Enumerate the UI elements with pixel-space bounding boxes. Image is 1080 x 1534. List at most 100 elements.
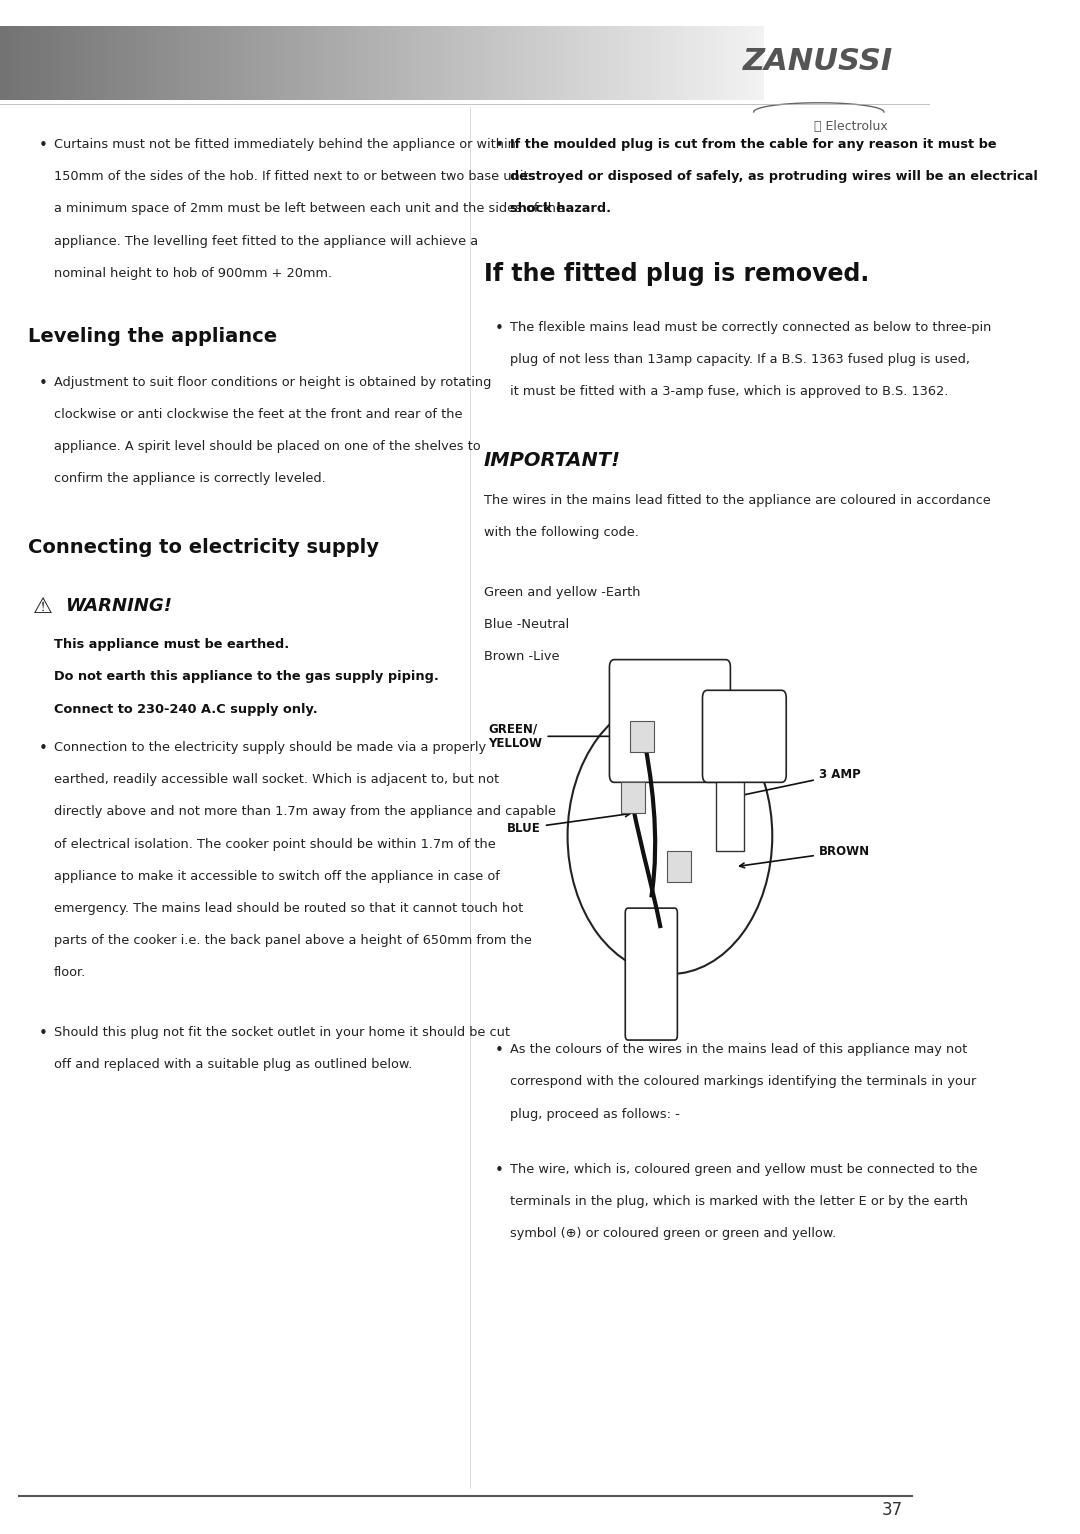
Bar xyxy=(359,26,363,100)
Text: earthed, readily accessible wall socket. Which is adjacent to, but not: earthed, readily accessible wall socket.… xyxy=(54,773,499,785)
Bar xyxy=(431,26,436,100)
Bar xyxy=(542,26,546,100)
Bar xyxy=(214,26,218,100)
Bar xyxy=(229,26,233,100)
Bar xyxy=(481,26,485,100)
Bar xyxy=(72,26,78,100)
Bar xyxy=(622,26,626,100)
Text: ZANUSSI: ZANUSSI xyxy=(743,46,893,75)
Text: •: • xyxy=(39,376,48,391)
Bar xyxy=(714,26,718,100)
Bar xyxy=(271,26,275,100)
Bar xyxy=(225,26,230,100)
Bar xyxy=(752,26,756,100)
Bar xyxy=(232,26,238,100)
Bar xyxy=(538,26,542,100)
Text: If the moulded plug is cut from the cable for any reason it must be: If the moulded plug is cut from the cabl… xyxy=(510,138,997,150)
Bar xyxy=(110,26,116,100)
Text: If the fitted plug is removed.: If the fitted plug is removed. xyxy=(484,262,869,287)
Text: off and replaced with a suitable plug as outlined below.: off and replaced with a suitable plug as… xyxy=(54,1058,413,1071)
Text: Curtains must not be fitted immediately behind the appliance or within: Curtains must not be fitted immediately … xyxy=(54,138,516,150)
Text: This appliance must be earthed.: This appliance must be earthed. xyxy=(54,638,289,650)
Text: shock hazard.: shock hazard. xyxy=(510,202,611,215)
Bar xyxy=(264,26,268,100)
Bar xyxy=(274,26,280,100)
Bar xyxy=(428,26,432,100)
Bar xyxy=(336,26,340,100)
Bar xyxy=(465,26,470,100)
Bar xyxy=(755,26,760,100)
Bar xyxy=(389,26,394,100)
Text: plug, proceed as follows: -: plug, proceed as follows: - xyxy=(510,1108,679,1120)
Bar xyxy=(130,26,134,100)
Bar xyxy=(324,26,329,100)
Bar xyxy=(640,26,646,100)
Bar xyxy=(347,26,352,100)
Bar xyxy=(664,26,669,100)
Text: •: • xyxy=(495,1043,504,1058)
Bar xyxy=(370,26,375,100)
Bar xyxy=(672,26,676,100)
Bar xyxy=(256,26,260,100)
Bar xyxy=(461,26,467,100)
Text: appliance. The levelling feet fitted to the appliance will achieve a: appliance. The levelling feet fitted to … xyxy=(54,235,478,247)
Bar xyxy=(561,26,566,100)
Text: 37: 37 xyxy=(881,1500,903,1519)
Text: plug of not less than 13amp capacity. If a B.S. 1363 fused plug is used,: plug of not less than 13amp capacity. If… xyxy=(510,353,970,365)
Bar xyxy=(179,26,184,100)
Bar xyxy=(576,26,581,100)
Bar xyxy=(637,26,642,100)
Text: Do not earth this appliance to the gas supply piping.: Do not earth this appliance to the gas s… xyxy=(54,670,438,683)
Bar xyxy=(84,26,89,100)
Text: Adjustment to suit floor conditions or height is obtained by rotating: Adjustment to suit floor conditions or h… xyxy=(54,376,491,388)
Bar xyxy=(446,26,451,100)
Bar xyxy=(191,26,195,100)
Bar xyxy=(473,26,477,100)
Bar xyxy=(610,26,616,100)
Ellipse shape xyxy=(568,698,772,974)
Bar xyxy=(355,26,360,100)
Text: BROWN: BROWN xyxy=(740,845,869,868)
Bar xyxy=(206,26,211,100)
Bar xyxy=(621,782,645,813)
Bar xyxy=(289,26,295,100)
Text: correspond with the coloured markings identifying the terminals in your: correspond with the coloured markings id… xyxy=(510,1075,976,1088)
Bar xyxy=(282,26,287,100)
Text: ⓠ Electrolux: ⓠ Electrolux xyxy=(814,120,888,132)
Bar xyxy=(721,26,726,100)
Bar xyxy=(62,26,66,100)
Bar xyxy=(194,26,200,100)
Bar xyxy=(316,26,322,100)
Text: Blue -Neutral: Blue -Neutral xyxy=(484,618,569,630)
Bar xyxy=(126,26,131,100)
Bar xyxy=(393,26,397,100)
Bar xyxy=(725,26,730,100)
Bar xyxy=(15,26,21,100)
Bar xyxy=(294,26,298,100)
Bar xyxy=(237,26,241,100)
Bar xyxy=(565,26,569,100)
Bar xyxy=(87,26,93,100)
Bar xyxy=(618,26,623,100)
FancyBboxPatch shape xyxy=(702,690,786,782)
Bar xyxy=(210,26,215,100)
Text: The wire, which is, coloured green and yellow must be connected to the: The wire, which is, coloured green and y… xyxy=(510,1163,977,1175)
Text: terminals in the plug, which is marked with the letter E or by the earth: terminals in the plug, which is marked w… xyxy=(510,1195,968,1207)
Bar xyxy=(526,26,531,100)
Text: clockwise or anti clockwise the feet at the front and rear of the: clockwise or anti clockwise the feet at … xyxy=(54,408,462,420)
Bar xyxy=(740,26,745,100)
Bar xyxy=(378,26,382,100)
FancyBboxPatch shape xyxy=(625,908,677,1040)
Bar xyxy=(508,26,512,100)
Bar xyxy=(366,26,370,100)
Bar xyxy=(42,26,46,100)
Text: As the colours of the wires in the mains lead of this appliance may not: As the colours of the wires in the mains… xyxy=(510,1043,967,1055)
Bar xyxy=(500,26,504,100)
Bar xyxy=(523,26,527,100)
Bar xyxy=(244,26,248,100)
Bar xyxy=(477,26,482,100)
Text: symbol (⊕) or coloured green or green and yellow.: symbol (⊕) or coloured green or green an… xyxy=(510,1227,836,1239)
Bar xyxy=(568,26,573,100)
Bar xyxy=(50,26,54,100)
Bar xyxy=(298,26,302,100)
